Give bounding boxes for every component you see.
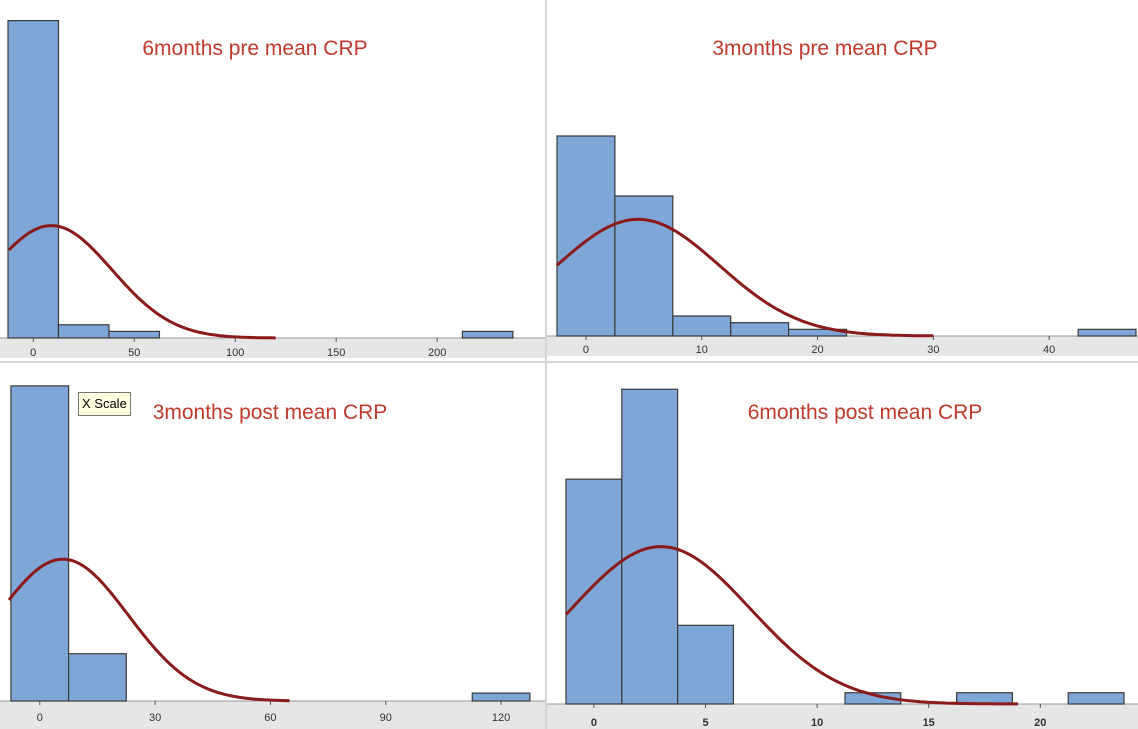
x-tick-label: 50 — [128, 347, 140, 359]
histogram-bar — [614, 195, 674, 337]
chart-title: 3months post mean CRP — [153, 401, 388, 424]
x-tick-label: 90 — [380, 712, 392, 724]
x-tick-label: 200 — [428, 347, 446, 359]
chart-3months-post: 0 30 60 90 120 3months post mean CRP — [0, 385, 545, 729]
histogram-bar — [556, 135, 616, 337]
histogram-bar — [471, 692, 531, 702]
histogram-bar — [461, 330, 514, 339]
panel-6months-post: 0 5 10 15 20 6months post mean CRP — [547, 363, 1138, 729]
chart-title: 3months pre mean CRP — [712, 37, 937, 60]
x-tick-label: 40 — [1043, 344, 1055, 356]
histogram-bar — [67, 653, 127, 702]
normal-fit-curve — [7, 557, 290, 703]
chart-3months-pre: 0 10 20 30 40 3months pre mean CRP — [547, 37, 1138, 356]
x-tick-label: 15 — [923, 717, 935, 729]
chart-title: 6months pre mean CRP — [142, 37, 367, 60]
normal-fit-curve — [7, 224, 276, 340]
x-tick-label: 100 — [226, 347, 244, 359]
x-tick-label: 30 — [927, 344, 939, 356]
x-tick-label: 120 — [492, 712, 510, 724]
chart-6months-pre: 0 50 100 150 200 6months pre mean CRP — [0, 20, 545, 359]
x-tick-label: 5 — [702, 717, 708, 729]
histogram-bar — [672, 315, 732, 337]
x-tick-label: 60 — [264, 712, 276, 724]
x-tick-label: 150 — [327, 347, 345, 359]
histogram-bar — [7, 20, 60, 339]
chart-title: 6months post mean CRP — [748, 401, 983, 424]
x-axis-band[interactable] — [547, 704, 1138, 729]
x-tick-label: 30 — [149, 712, 161, 724]
x-tick-label: 0 — [591, 717, 597, 729]
x-tick-label: 20 — [1034, 717, 1046, 729]
histogram-bar — [730, 322, 790, 337]
x-tick-label: 10 — [696, 344, 708, 356]
x-tick-label: 0 — [30, 347, 36, 359]
x-tick-label: 0 — [37, 712, 43, 724]
histogram-bar — [108, 330, 161, 339]
histogram-bar — [1077, 328, 1137, 337]
chart-6months-post: 0 5 10 15 20 6months post mean CRP — [547, 388, 1138, 729]
histogram-bar — [57, 324, 110, 339]
x-tick-label: 20 — [811, 344, 823, 356]
x-axis-band[interactable] — [547, 336, 1138, 356]
panel-3months-pre: 0 10 20 30 40 3months pre mean CRP — [547, 0, 1138, 361]
histogram-bar — [1067, 692, 1125, 705]
vertical-divider — [545, 0, 547, 729]
panel-6months-pre: 0 50 100 150 200 6months pre mean CRP — [0, 0, 545, 361]
panel-3months-post: 0 30 60 90 120 3months post mean CRP — [0, 363, 545, 729]
normal-fit-curve — [564, 545, 1018, 706]
histogram-bar — [565, 478, 623, 705]
x-tick-label: 0 — [583, 344, 589, 356]
normal-fit-curve — [556, 217, 934, 338]
histogram-bar — [677, 624, 735, 705]
horizontal-divider — [0, 361, 1138, 363]
x-axis-band[interactable] — [0, 338, 545, 358]
x-tick-label: 10 — [811, 717, 823, 729]
histogram-bar — [10, 385, 70, 702]
x-axis-band[interactable] — [0, 701, 545, 729]
x-scale-tooltip: X Scale — [78, 392, 131, 416]
